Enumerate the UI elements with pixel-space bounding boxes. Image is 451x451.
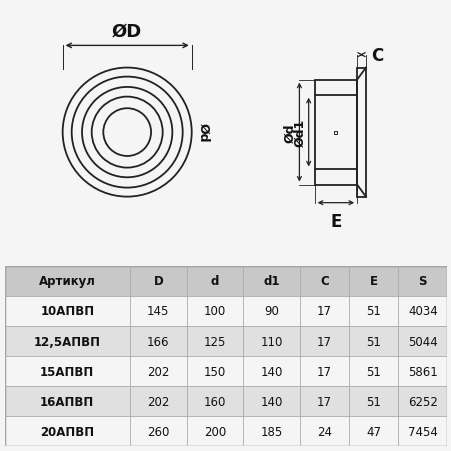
Text: 47: 47 bbox=[365, 425, 380, 438]
Bar bbox=[5, 356, 446, 387]
Text: 16АПВП: 16АПВП bbox=[40, 395, 94, 408]
Text: E: E bbox=[369, 275, 377, 288]
Text: 12,5АПВП: 12,5АПВП bbox=[34, 335, 101, 348]
Text: 4034: 4034 bbox=[407, 305, 437, 318]
Bar bbox=[5, 266, 446, 296]
Bar bbox=[5, 387, 446, 416]
Text: 166: 166 bbox=[147, 335, 169, 348]
Bar bbox=[356, 69, 365, 197]
Text: 160: 160 bbox=[203, 395, 226, 408]
Text: 51: 51 bbox=[365, 305, 380, 318]
Text: 5861: 5861 bbox=[407, 365, 437, 378]
Text: 140: 140 bbox=[260, 395, 282, 408]
Text: 185: 185 bbox=[260, 425, 282, 438]
Text: 51: 51 bbox=[365, 335, 380, 348]
Bar bbox=[5, 296, 446, 326]
Text: C: C bbox=[370, 46, 382, 64]
Text: d: d bbox=[210, 275, 219, 288]
Text: 20АПВП: 20АПВП bbox=[40, 425, 94, 438]
Text: 140: 140 bbox=[260, 365, 282, 378]
Text: 17: 17 bbox=[316, 365, 331, 378]
Text: 17: 17 bbox=[316, 395, 331, 408]
Text: 51: 51 bbox=[365, 365, 380, 378]
Text: 145: 145 bbox=[147, 305, 169, 318]
Text: 125: 125 bbox=[203, 335, 226, 348]
Text: S: S bbox=[418, 275, 426, 288]
Text: Артикул: Артикул bbox=[39, 275, 96, 288]
Text: 260: 260 bbox=[147, 425, 169, 438]
Text: C: C bbox=[319, 275, 328, 288]
Text: 202: 202 bbox=[147, 365, 169, 378]
Text: 15АПВП: 15АПВП bbox=[40, 365, 94, 378]
Bar bbox=[5, 416, 446, 446]
Text: ØD: ØD bbox=[112, 22, 142, 40]
Text: D: D bbox=[153, 275, 163, 288]
Text: 100: 100 bbox=[203, 305, 226, 318]
Text: 24: 24 bbox=[316, 425, 331, 438]
Bar bbox=[333, 131, 336, 134]
Bar bbox=[5, 326, 446, 356]
Text: d1: d1 bbox=[262, 275, 279, 288]
Text: 200: 200 bbox=[203, 425, 226, 438]
Text: 202: 202 bbox=[147, 395, 169, 408]
Text: Ød: Ød bbox=[196, 123, 209, 143]
Text: 7454: 7454 bbox=[407, 425, 437, 438]
Bar bbox=[314, 80, 356, 185]
Text: 17: 17 bbox=[316, 335, 331, 348]
Text: Ød: Ød bbox=[283, 123, 295, 143]
Text: 150: 150 bbox=[203, 365, 226, 378]
Text: 5044: 5044 bbox=[407, 335, 437, 348]
Text: 90: 90 bbox=[263, 305, 278, 318]
Text: E: E bbox=[330, 212, 341, 230]
Text: 6252: 6252 bbox=[407, 395, 437, 408]
Text: 110: 110 bbox=[260, 335, 282, 348]
Text: 10АПВП: 10АПВП bbox=[40, 305, 94, 318]
Text: Ød1: Ød1 bbox=[293, 119, 306, 147]
Text: 51: 51 bbox=[365, 395, 380, 408]
Text: 17: 17 bbox=[316, 305, 331, 318]
